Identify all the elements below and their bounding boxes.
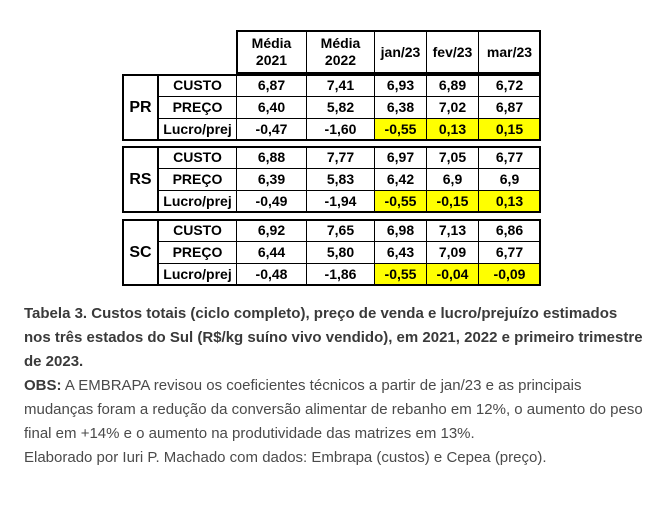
group-frame [122,146,541,213]
value-text: -0,04 [436,266,469,282]
header-text: Média [320,35,361,51]
value-text: 6,44 [257,244,286,260]
group-frame [122,219,541,286]
header-text: fev/23 [432,43,473,60]
state-text: SC [129,244,152,261]
value-text: 6,87 [495,99,524,115]
value-cell: 0,13 [478,190,541,213]
value-text: 5,80 [326,244,355,260]
row-label-text: Lucro/prej [163,193,232,209]
value-text: 0,13 [438,121,467,137]
state-text: RS [129,171,152,188]
row-label-text: Lucro/prej [163,266,232,282]
header-frame [236,30,541,74]
value-text: -1,60 [324,121,357,137]
row-label-text: PREÇO [172,244,223,260]
value-text: -0,15 [436,193,469,209]
value-text: 7,77 [326,149,355,165]
caption: Tabela 3. Custos totais (ciclo completo)… [24,302,644,470]
value-text: -0,55 [384,266,417,282]
value-text: 6,77 [495,244,524,260]
obs: OBS: A EMBRAPA revisou os coeficientes t… [24,374,644,446]
credit: Elaborado por Iuri P. Machado com dados:… [24,449,547,466]
row-label-text: CUSTO [173,77,222,93]
value-text: 6,89 [438,77,467,93]
value-text: 6,93 [386,77,415,93]
value-text: 6,40 [257,99,286,115]
value-text: -1,94 [324,193,357,209]
obs-text: A EMBRAPA revisou os coeficientes técnic… [24,377,643,442]
value-text: -0,48 [255,266,288,282]
value-text: 5,83 [326,171,355,187]
value-text: 0,15 [495,121,524,137]
state-text: PR [129,99,152,116]
value-text: -0,09 [493,266,526,282]
value-text: 6,39 [257,171,286,187]
row-label-text: CUSTO [173,222,222,238]
value-text: 6,43 [386,244,415,260]
value-text: 0,13 [495,193,524,209]
value-text: -1,86 [324,266,357,282]
value-text: 6,72 [495,77,524,93]
value-cell: 0,13 [426,118,479,141]
value-text: 6,92 [257,222,286,238]
header-text: jan/23 [380,43,421,60]
value-cell: -0,55 [374,190,427,213]
obs-label: OBS: [24,377,62,394]
value-text: 7,41 [326,77,355,93]
row-label-text: PREÇO [172,99,223,115]
value-text: -0,55 [384,193,417,209]
caption-title: Tabela 3. Custos totais (ciclo completo)… [24,305,643,370]
value-text: 6,42 [386,171,415,187]
value-text: 6,88 [257,149,286,165]
value-text: 7,02 [438,99,467,115]
cost-table: Média 2021 Média 2022 jan/23 fev/23 mar/23 PR CU… [122,30,541,286]
row-label-text: CUSTO [173,149,222,165]
value-text: 6,9 [442,171,463,187]
value-text: 7,05 [438,149,467,165]
row-label-text: PREÇO [172,171,223,187]
value-cell: -0,15 [426,190,479,213]
value-text: -0,47 [255,121,288,137]
value-text: 6,97 [386,149,415,165]
value-text: -0,55 [384,121,417,137]
value-text: 6,98 [386,222,415,238]
group-frame [122,74,541,141]
row-label-text: Lucro/prej [163,121,232,137]
value-text: 6,38 [386,99,415,115]
header-text: mar/23 [486,43,533,60]
value-text: 5,82 [326,99,355,115]
value-text: -0,49 [255,193,288,209]
value-text: 6,77 [495,149,524,165]
header-text: 2022 [324,52,357,68]
value-text: 6,9 [499,171,520,187]
value-text: 7,13 [438,222,467,238]
value-text: 7,09 [438,244,467,260]
header-text: 2021 [255,52,288,68]
value-text: 6,87 [257,77,286,93]
header-text: Média [251,35,292,51]
value-text: 7,65 [326,222,355,238]
value-text: 6,86 [495,222,524,238]
